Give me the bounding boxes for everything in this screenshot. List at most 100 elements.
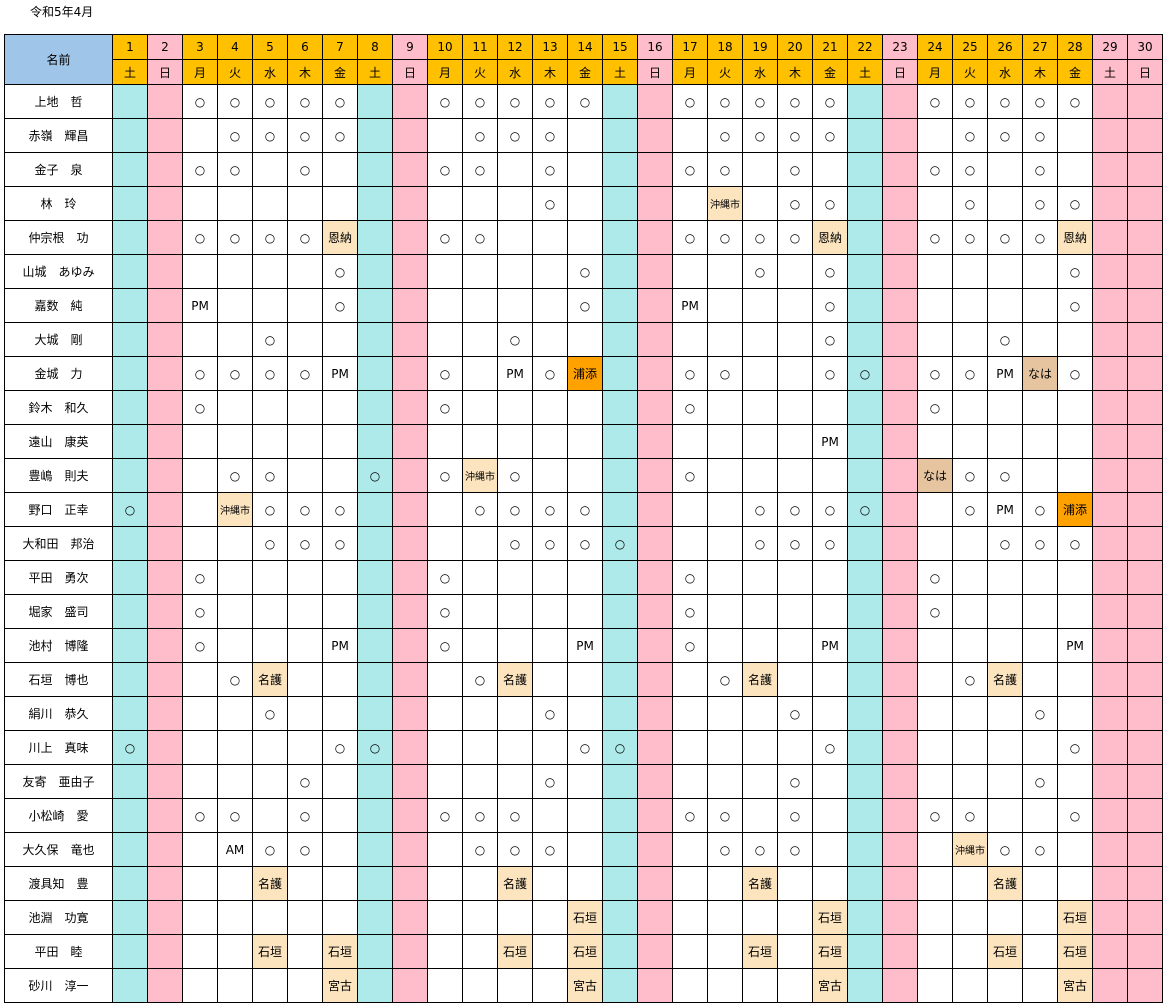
schedule-cell[interactable]: ○ xyxy=(847,492,883,527)
schedule-cell[interactable]: 石垣 xyxy=(812,900,848,935)
schedule-cell[interactable] xyxy=(777,934,813,969)
schedule-cell[interactable] xyxy=(917,628,953,663)
schedule-cell[interactable] xyxy=(147,662,183,697)
schedule-cell[interactable] xyxy=(112,458,148,493)
schedule-cell[interactable] xyxy=(847,84,883,119)
schedule-cell[interactable] xyxy=(742,764,778,799)
schedule-cell[interactable]: ○ xyxy=(917,594,953,629)
schedule-cell[interactable] xyxy=(602,662,638,697)
schedule-cell[interactable]: PM xyxy=(812,628,848,663)
schedule-cell[interactable]: 恩納 xyxy=(322,220,358,255)
schedule-cell[interactable]: ○ xyxy=(1057,526,1093,561)
schedule-cell[interactable] xyxy=(987,560,1023,595)
schedule-cell[interactable] xyxy=(392,934,428,969)
schedule-cell[interactable]: ○ xyxy=(427,220,463,255)
schedule-cell[interactable] xyxy=(602,900,638,935)
schedule-cell[interactable] xyxy=(602,560,638,595)
schedule-cell[interactable] xyxy=(252,730,288,765)
schedule-cell[interactable] xyxy=(112,118,148,153)
schedule-cell[interactable] xyxy=(882,458,918,493)
schedule-cell[interactable] xyxy=(252,254,288,289)
schedule-cell[interactable] xyxy=(602,152,638,187)
schedule-cell[interactable] xyxy=(1057,764,1093,799)
schedule-cell[interactable]: ○ xyxy=(287,152,323,187)
schedule-cell[interactable] xyxy=(1022,458,1058,493)
schedule-cell[interactable] xyxy=(882,866,918,901)
schedule-cell[interactable] xyxy=(812,152,848,187)
schedule-cell[interactable] xyxy=(602,424,638,459)
schedule-cell[interactable] xyxy=(1127,594,1163,629)
schedule-cell[interactable] xyxy=(112,798,148,833)
schedule-cell[interactable]: ○ xyxy=(1022,186,1058,221)
schedule-cell[interactable] xyxy=(497,390,533,425)
schedule-cell[interactable] xyxy=(777,458,813,493)
schedule-cell[interactable] xyxy=(462,764,498,799)
schedule-cell[interactable] xyxy=(567,458,603,493)
schedule-cell[interactable] xyxy=(322,458,358,493)
schedule-cell[interactable]: ○ xyxy=(812,730,848,765)
schedule-cell[interactable] xyxy=(217,696,253,731)
schedule-cell[interactable] xyxy=(1127,798,1163,833)
schedule-cell[interactable] xyxy=(917,118,953,153)
schedule-cell[interactable] xyxy=(427,526,463,561)
schedule-cell[interactable] xyxy=(392,696,428,731)
schedule-cell[interactable]: 石垣 xyxy=(812,934,848,969)
schedule-cell[interactable]: ○ xyxy=(1057,730,1093,765)
schedule-cell[interactable]: 名護 xyxy=(742,866,778,901)
schedule-cell[interactable]: ○ xyxy=(532,764,568,799)
schedule-cell[interactable]: ○ xyxy=(252,322,288,357)
schedule-cell[interactable] xyxy=(987,186,1023,221)
schedule-cell[interactable] xyxy=(637,356,673,391)
schedule-cell[interactable]: ○ xyxy=(917,560,953,595)
schedule-cell[interactable] xyxy=(287,254,323,289)
schedule-cell[interactable] xyxy=(462,288,498,323)
schedule-cell[interactable] xyxy=(322,764,358,799)
schedule-cell[interactable] xyxy=(1092,220,1128,255)
schedule-cell[interactable] xyxy=(812,696,848,731)
schedule-cell[interactable]: ○ xyxy=(952,662,988,697)
schedule-cell[interactable]: ○ xyxy=(497,526,533,561)
schedule-cell[interactable]: ○ xyxy=(112,492,148,527)
schedule-cell[interactable]: ○ xyxy=(917,220,953,255)
schedule-cell[interactable] xyxy=(847,458,883,493)
schedule-cell[interactable] xyxy=(427,730,463,765)
schedule-cell[interactable] xyxy=(952,594,988,629)
schedule-cell[interactable]: なは xyxy=(1022,356,1058,391)
schedule-cell[interactable]: ○ xyxy=(567,254,603,289)
schedule-cell[interactable] xyxy=(952,900,988,935)
schedule-cell[interactable] xyxy=(602,118,638,153)
schedule-cell[interactable]: ○ xyxy=(707,84,743,119)
schedule-cell[interactable]: ○ xyxy=(707,356,743,391)
schedule-cell[interactable] xyxy=(1022,900,1058,935)
schedule-cell[interactable] xyxy=(637,492,673,527)
schedule-cell[interactable] xyxy=(602,696,638,731)
schedule-cell[interactable] xyxy=(357,764,393,799)
schedule-cell[interactable] xyxy=(182,934,218,969)
schedule-cell[interactable] xyxy=(1092,152,1128,187)
schedule-cell[interactable] xyxy=(637,968,673,1003)
schedule-cell[interactable] xyxy=(1057,832,1093,867)
schedule-cell[interactable] xyxy=(1092,186,1128,221)
schedule-cell[interactable] xyxy=(357,560,393,595)
schedule-cell[interactable] xyxy=(882,832,918,867)
schedule-cell[interactable]: AM xyxy=(217,832,253,867)
schedule-cell[interactable] xyxy=(497,764,533,799)
schedule-cell[interactable] xyxy=(847,526,883,561)
schedule-cell[interactable] xyxy=(497,900,533,935)
schedule-cell[interactable] xyxy=(672,866,708,901)
schedule-cell[interactable] xyxy=(287,390,323,425)
schedule-cell[interactable] xyxy=(567,832,603,867)
schedule-cell[interactable] xyxy=(952,628,988,663)
schedule-cell[interactable] xyxy=(707,492,743,527)
schedule-cell[interactable] xyxy=(182,492,218,527)
schedule-cell[interactable] xyxy=(287,628,323,663)
schedule-cell[interactable] xyxy=(147,84,183,119)
schedule-cell[interactable] xyxy=(357,628,393,663)
schedule-cell[interactable] xyxy=(357,798,393,833)
schedule-cell[interactable] xyxy=(462,356,498,391)
schedule-cell[interactable] xyxy=(147,390,183,425)
schedule-cell[interactable] xyxy=(217,254,253,289)
schedule-cell[interactable]: ○ xyxy=(812,356,848,391)
schedule-cell[interactable]: ○ xyxy=(217,220,253,255)
schedule-cell[interactable] xyxy=(672,696,708,731)
